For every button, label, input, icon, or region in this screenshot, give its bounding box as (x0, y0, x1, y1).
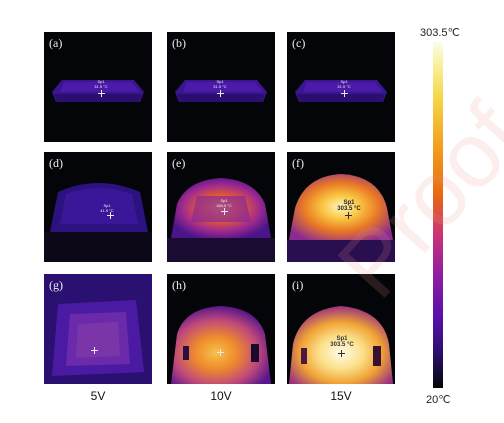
colorbar-max-label: 303.5℃ (420, 27, 460, 39)
crosshair-icon (221, 208, 228, 215)
thermal-panel-e: (e) Sp1 180.5 °C (167, 152, 275, 262)
spot-temperature: 41.9 °C (100, 207, 114, 213)
spot-readout: Sp1 31.5 °C (86, 79, 116, 89)
thermal-panel-b: (b) Sp1 31.5 °C (167, 32, 275, 142)
crosshair-icon (217, 90, 224, 97)
column-label-15v: 15V (330, 389, 352, 403)
thermal-image-i (289, 306, 393, 384)
crosshair-icon (338, 350, 345, 357)
panel-label: (i) (292, 278, 304, 292)
thermal-image-e (167, 178, 275, 262)
spot-name: Sp1 (220, 198, 228, 203)
spot-readout: Sp1 303.5 °C (327, 336, 357, 348)
crosshair-icon (98, 90, 105, 97)
spot-temperature: 31.5 °C (213, 83, 227, 89)
crosshair-icon (91, 347, 98, 354)
spot-temperature: 31.5 °C (337, 83, 351, 89)
panel-label: (g) (49, 278, 63, 292)
panel-label: (e) (172, 156, 186, 170)
crosshair-icon (107, 212, 114, 219)
panel-label: (h) (172, 278, 186, 292)
spot-temperature: 31.5 °C (94, 83, 108, 89)
spot-temperature: 303.5 °C (330, 342, 354, 348)
crosshair-icon (217, 349, 224, 356)
spot-readout: Sp1 303.5 °C (334, 200, 364, 212)
spot-readout: Sp1 31.5 °C (329, 79, 359, 89)
thermal-panel-f: (f) Sp1 303.5 °C (287, 152, 395, 262)
spot-name: Sp1 (103, 203, 111, 208)
spot-name: Sp1 (216, 79, 224, 84)
panel-label: (f) (292, 156, 304, 170)
thermal-image-d (44, 183, 152, 262)
spot-readout: Sp1 180.5 °C (209, 198, 239, 208)
panel-label: (b) (172, 36, 186, 50)
spot-temperature: 180.5 °C (216, 202, 232, 208)
thermal-panel-c: (c) Sp1 31.5 °C (287, 32, 395, 142)
thermal-panel-h: (h) (167, 274, 275, 384)
thermal-image-g (44, 274, 152, 384)
spot-name: Sp1 (97, 79, 105, 84)
thermal-panel-i: (i) Sp1 303.5 °C (287, 274, 395, 384)
thermal-panel-g: (g) (44, 274, 152, 384)
spot-readout: Sp1 31.5 °C (205, 79, 235, 89)
panel-label: (c) (292, 36, 306, 50)
panel-label: (d) (49, 156, 63, 170)
thermal-panel-a: (a) Sp1 31.5 °C (44, 32, 152, 142)
colorbar-min-label: 20℃ (426, 394, 451, 406)
spot-temperature: 303.5 °C (337, 206, 361, 212)
spot-readout: Sp1 41.9 °C (92, 203, 122, 213)
thermal-image-f (287, 174, 395, 262)
panel-label: (a) (49, 36, 63, 50)
crosshair-icon (341, 90, 348, 97)
spot-name: Sp1 (343, 200, 355, 206)
spot-name: Sp1 (336, 336, 348, 342)
thermal-panel-d: (d) Sp1 41.9 °C (44, 152, 152, 262)
temperature-colorbar (433, 42, 443, 388)
thermal-image-h (171, 306, 271, 384)
thermal-image-b (175, 80, 267, 102)
column-label-10v: 10V (210, 389, 232, 403)
spot-name: Sp1 (340, 79, 348, 84)
thermal-image-c (295, 80, 387, 102)
column-label-5v: 5V (90, 389, 106, 403)
crosshair-icon (345, 212, 352, 219)
thermal-image-a (52, 80, 144, 102)
